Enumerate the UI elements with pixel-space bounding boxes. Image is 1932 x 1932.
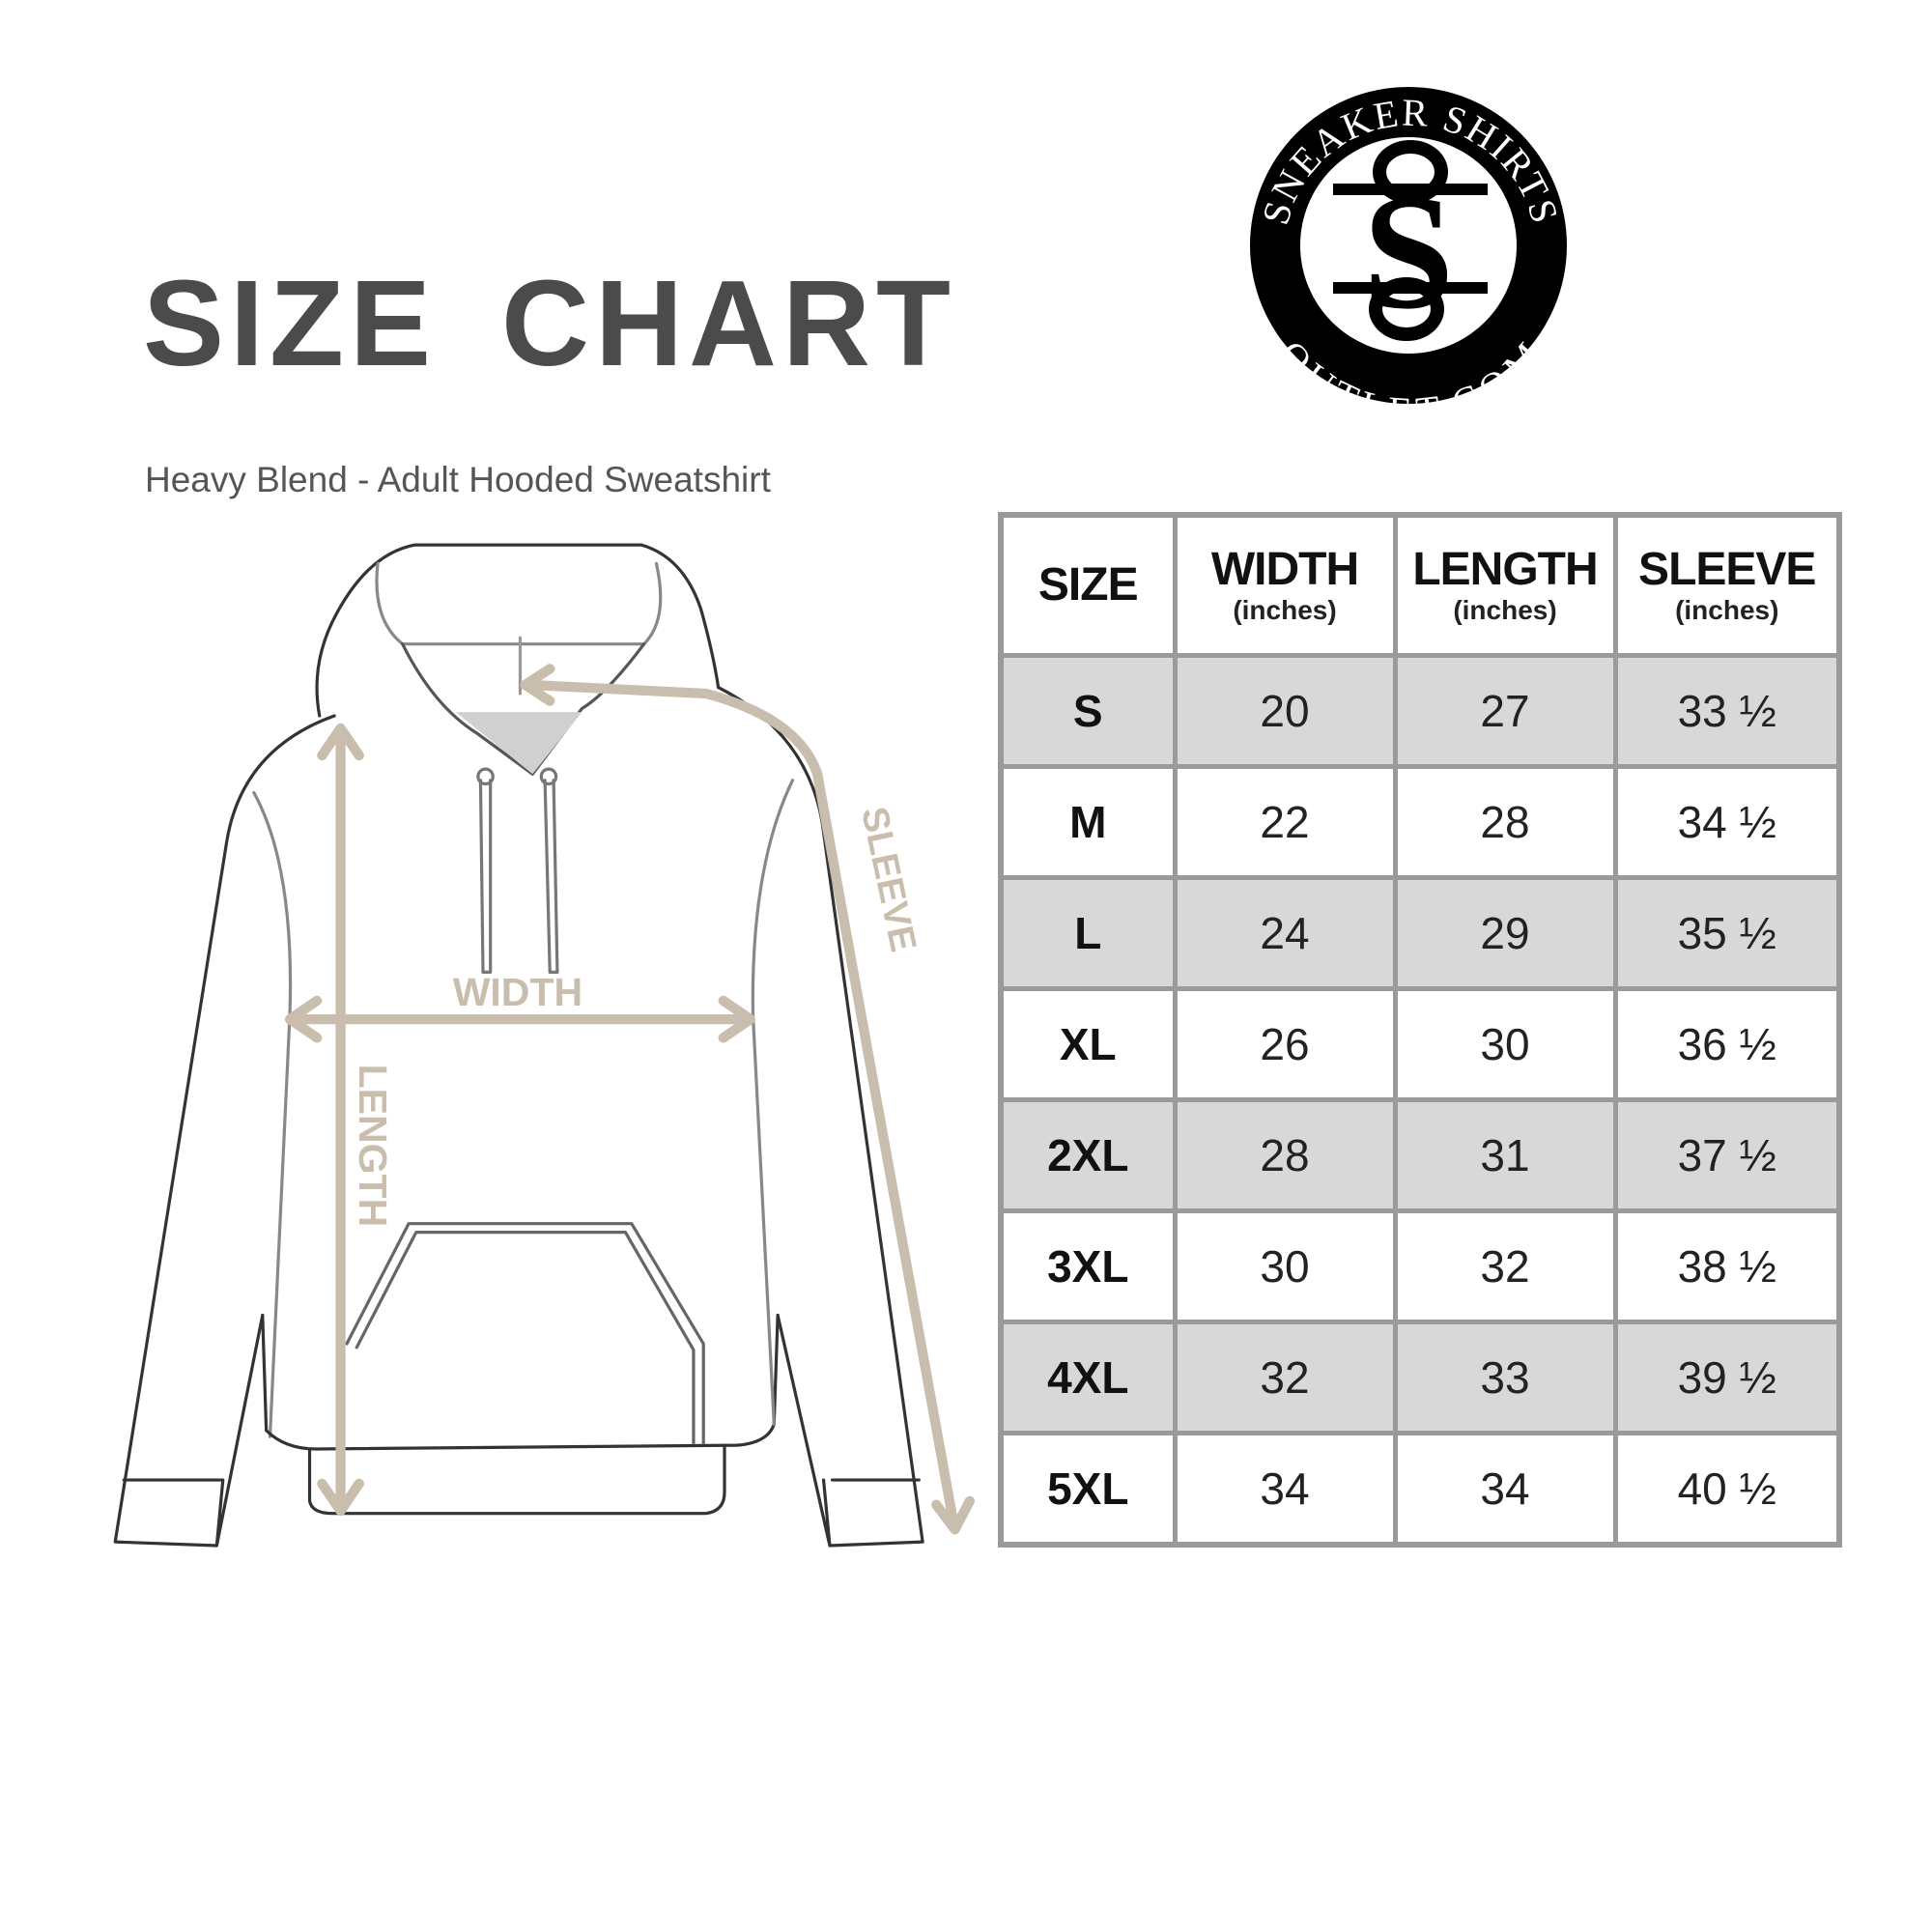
right-drawstring (543, 779, 559, 975)
cell-width: 26 (1172, 986, 1398, 1102)
width-arrow (284, 995, 756, 1043)
hood-outline (315, 543, 721, 718)
product-subtitle: Heavy Blend - Adult Hooded Sweatshirt (145, 460, 771, 499)
cell-sleeve: 40 ½ (1612, 1431, 1842, 1548)
cell-width: 30 (1172, 1208, 1398, 1324)
cell-width: 22 (1172, 764, 1398, 880)
table-row: 2XL 28 31 37 ½ (998, 1097, 1842, 1213)
page-title: SIZE CHART (143, 255, 956, 391)
table-row: S 20 27 33 ½ (998, 653, 1842, 769)
cell-width: 20 (1172, 653, 1398, 769)
cell-size: 4XL (998, 1320, 1178, 1435)
right-body-side (751, 779, 795, 1426)
header-unit: (inches) (1233, 595, 1337, 625)
sleeve-label: SLEEVE (853, 804, 924, 955)
measurement-arrows (284, 664, 975, 1535)
left-drawstring (478, 779, 493, 975)
cell-length: 29 (1392, 875, 1618, 991)
neck-lining (455, 712, 582, 775)
header-unit: (inches) (1453, 595, 1557, 625)
monogram-icon: S (1333, 140, 1488, 343)
table-row: 4XL 32 33 39 ½ (998, 1320, 1842, 1435)
header-label: WIDTH (1210, 544, 1359, 595)
cell-length: 32 (1392, 1208, 1618, 1324)
cell-length: 27 (1392, 653, 1618, 769)
cell-size: 5XL (998, 1431, 1178, 1548)
header-size: SIZE (998, 512, 1178, 658)
cell-sleeve: 37 ½ (1612, 1097, 1842, 1213)
cell-size: XL (998, 986, 1178, 1102)
cell-sleeve: 39 ½ (1612, 1320, 1842, 1435)
cell-sleeve: 35 ½ (1612, 875, 1842, 991)
header-width: WIDTH (inches) (1172, 512, 1398, 658)
hood-inner (375, 561, 663, 646)
sleeve-arrow (520, 664, 975, 1535)
table-row: L 24 29 35 ½ (998, 875, 1842, 991)
left-body-side (252, 790, 293, 1438)
cell-size: 2XL (998, 1097, 1178, 1213)
cell-width: 32 (1172, 1320, 1398, 1435)
cell-sleeve: 36 ½ (1612, 986, 1842, 1102)
header-unit: (inches) (1675, 595, 1779, 625)
table-row: XL 26 30 36 ½ (998, 986, 1842, 1102)
length-label: LENGTH (351, 1065, 395, 1228)
cell-width: 34 (1172, 1431, 1398, 1548)
header-label: SLEEVE (1638, 544, 1816, 595)
kangaroo-pocket (345, 1222, 705, 1445)
cell-size: M (998, 764, 1178, 880)
table-header-row: SIZE WIDTH (inches) LENGTH (inches) SLEEVE… (998, 512, 1842, 658)
cell-size: 3XL (998, 1208, 1178, 1324)
cell-size: L (998, 875, 1178, 991)
length-arrow (317, 723, 364, 1517)
table-row: 3XL 30 32 38 ½ (998, 1208, 1842, 1324)
body-hem (261, 1313, 780, 1451)
cell-length: 31 (1392, 1097, 1618, 1213)
cell-sleeve: 34 ½ (1612, 764, 1842, 880)
header-label: SIZE (1037, 559, 1139, 611)
cell-length: 34 (1392, 1431, 1618, 1548)
cell-sleeve: 33 ½ (1612, 653, 1842, 769)
brand-logo: SNEAKER SHIRTS OUTLET.COM S (1250, 87, 1567, 425)
size-table: SIZE WIDTH (inches) LENGTH (inches) SLEEVE… (998, 512, 1842, 1548)
header-label: LENGTH (1412, 544, 1598, 595)
left-sleeve (113, 714, 336, 1548)
cell-length: 33 (1392, 1320, 1618, 1435)
cell-width: 28 (1172, 1097, 1398, 1213)
table-row: M 22 28 34 ½ (998, 764, 1842, 880)
cell-size: S (998, 653, 1178, 769)
cell-sleeve: 38 ½ (1612, 1208, 1842, 1324)
cell-length: 28 (1392, 764, 1618, 880)
header-sleeve: SLEEVE (inches) (1612, 512, 1842, 658)
cell-width: 24 (1172, 875, 1398, 991)
hem-rib (307, 1443, 726, 1516)
width-label: WIDTH (453, 970, 582, 1014)
cell-length: 30 (1392, 986, 1618, 1102)
header-length: LENGTH (inches) (1392, 512, 1618, 658)
table-row: 5XL 34 34 40 ½ (998, 1431, 1842, 1548)
